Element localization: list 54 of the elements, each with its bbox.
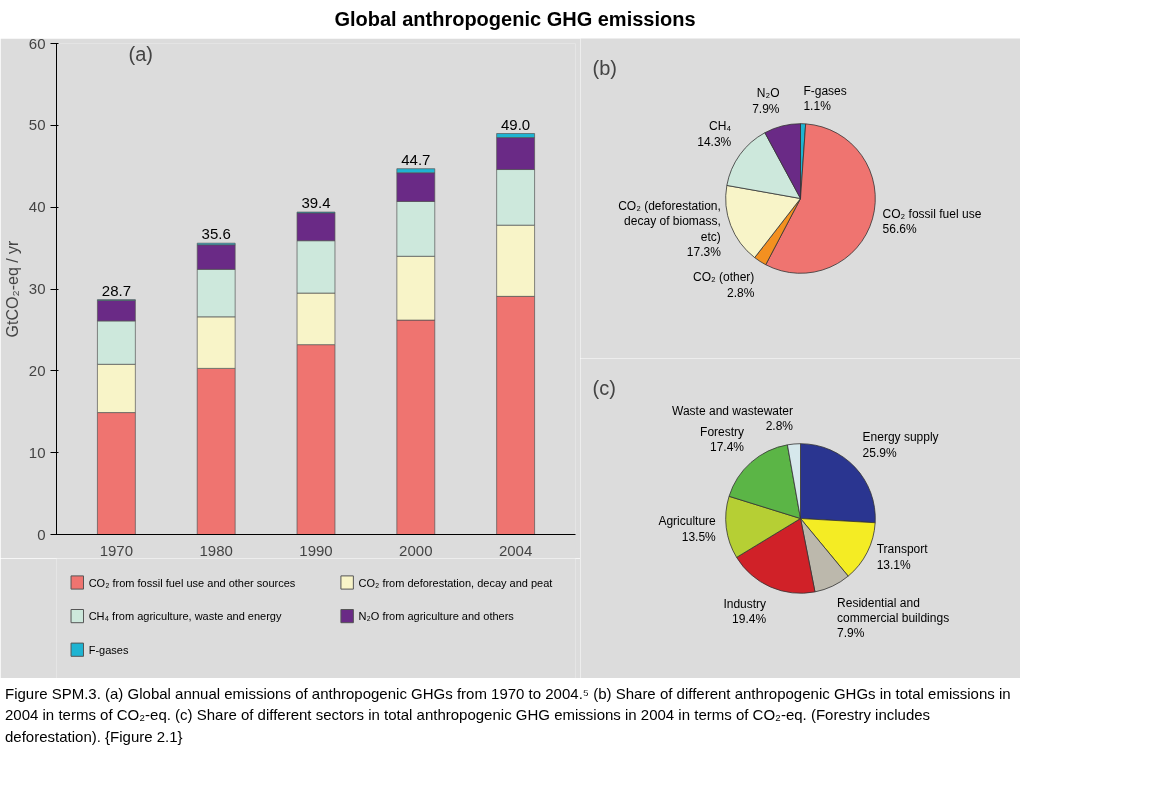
slice-label: CO₂ fossil fuel use [882, 207, 982, 222]
slice-label: F-gases [803, 83, 847, 98]
x-tick-label: 2004 [498, 541, 533, 559]
x-tick-label: 1970 [99, 541, 134, 559]
legend-label: N₂O from agriculture and others [358, 610, 515, 623]
y-tick-label: 30 [28, 280, 46, 297]
data-label: 7.9% [837, 626, 865, 641]
slice-label: N₂O [756, 86, 780, 101]
legend-label: CH₄ from agriculture, waste and energy [88, 610, 282, 623]
y-tick-label: 60 [28, 34, 46, 52]
data-label: 19.4% [732, 612, 767, 627]
slice-label: Transport [876, 542, 929, 557]
y-tick-label: 20 [28, 361, 46, 379]
legend-label: CO₂ from fossil fuel use and other sources [88, 576, 296, 589]
y-axis-title: GtCO₂-eq / yr [3, 239, 21, 338]
legend-label: F-gases [88, 643, 129, 656]
slice-label: Residential and commercial buildings [837, 595, 950, 626]
x-tick-label: 2000 [399, 541, 433, 559]
data-label: 1.1% [803, 99, 832, 114]
legend-label: CO₂ from deforestation, decay and peat [358, 576, 553, 589]
data-label: 14.3% [697, 134, 732, 149]
data-label: 17.4% [710, 440, 745, 455]
data-label: 13.1% [876, 557, 912, 572]
total-label: 49.0 [501, 115, 531, 133]
data-label: 7.9% [752, 101, 780, 116]
x-tick-label: 1990 [299, 541, 333, 559]
x-tick-label: 1980 [199, 541, 233, 559]
total-label: 44.7 [401, 150, 431, 168]
data-label: 17.3% [686, 245, 722, 260]
y-tick-label: 0 [37, 525, 46, 543]
y-tick-label: 10 [28, 443, 46, 461]
data-label: 56.6% [882, 222, 917, 237]
slice-label: Waste and wastewater [672, 404, 794, 419]
slice-label: Industry [723, 596, 767, 611]
y-tick-label: 50 [28, 116, 46, 134]
text: Figure SPM.3. (a) Global annual emissions of anthropogenic GHGs from 1970 to 2004.⁵ (b) Share of different anthropogenic GHGs in total emissions in 2004 in terms of CO₂-eq. (c) Share of different sectors in total anthropogenic GHG emissions in 2004 in terms of CO₂-eq. (Forestry includes deforestation). {Figure 2.1} [5, 684, 1012, 747]
total-label: 39.4 [301, 194, 331, 212]
data-label: 2.8% [726, 285, 755, 300]
data-label: 25.9% [862, 445, 897, 460]
chart-title: Global anthropogenic GHG emissions [334, 7, 696, 32]
chart-title: (b) [592, 56, 617, 79]
slice-label: Forestry [700, 425, 745, 440]
total-label: 35.6 [201, 225, 231, 243]
total-label: 28.7 [101, 281, 131, 299]
slice-label: Agriculture [658, 514, 717, 529]
chart-title: (c) [592, 376, 616, 399]
slice-label: CO₂ (deforestation, decay of biomass, etc) [618, 199, 721, 244]
data-label: 2.8% [765, 419, 794, 434]
chart-subtitle: (a) [128, 42, 153, 65]
slice-label: CO₂ (other) [692, 270, 755, 285]
slice-label: CH₄ [709, 119, 732, 134]
data-label: 13.5% [681, 529, 717, 544]
slice-label: Energy supply [862, 430, 939, 445]
y-tick-label: 40 [28, 198, 46, 216]
